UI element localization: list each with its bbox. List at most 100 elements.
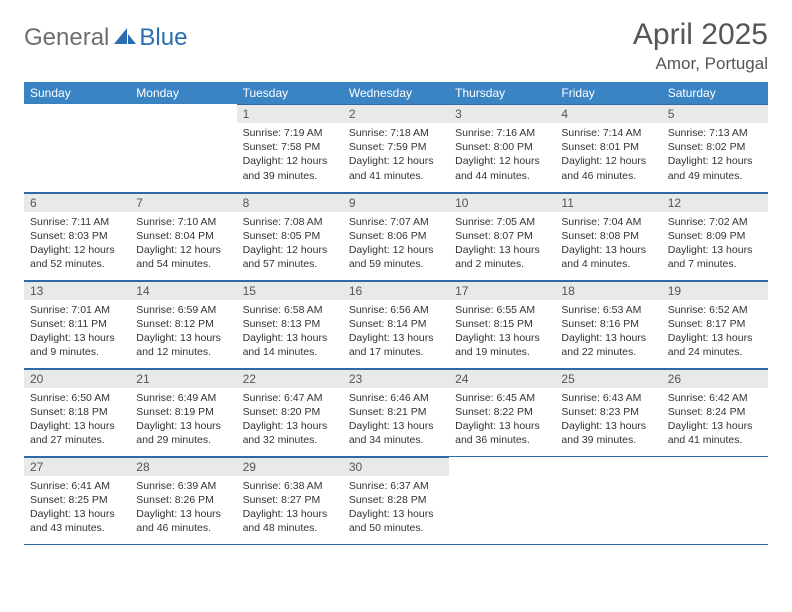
- calendar-cell: 19Sunrise: 6:52 AMSunset: 8:17 PMDayligh…: [662, 280, 768, 368]
- daylight-line: Daylight: 13 hours and 9 minutes.: [30, 331, 124, 359]
- calendar-header: SundayMondayTuesdayWednesdayThursdayFrid…: [24, 82, 768, 104]
- sunrise-line: Sunrise: 7:05 AM: [455, 215, 549, 229]
- daylight-line: Daylight: 13 hours and 41 minutes.: [668, 419, 762, 447]
- sunset-line: Sunset: 8:23 PM: [561, 405, 655, 419]
- daylight-line: Daylight: 12 hours and 52 minutes.: [30, 243, 124, 271]
- day-content: Sunrise: 6:41 AMSunset: 8:25 PMDaylight:…: [24, 476, 130, 540]
- calendar-cell: 23Sunrise: 6:46 AMSunset: 8:21 PMDayligh…: [343, 368, 449, 456]
- sunrise-line: Sunrise: 6:59 AM: [136, 303, 230, 317]
- sunset-line: Sunset: 8:12 PM: [136, 317, 230, 331]
- sunrise-line: Sunrise: 7:19 AM: [243, 126, 337, 140]
- daylight-line: Daylight: 12 hours and 44 minutes.: [455, 154, 549, 182]
- daylight-line: Daylight: 12 hours and 54 minutes.: [136, 243, 230, 271]
- sunset-line: Sunset: 8:21 PM: [349, 405, 443, 419]
- daylight-line: Daylight: 13 hours and 2 minutes.: [455, 243, 549, 271]
- sunset-line: Sunset: 7:59 PM: [349, 140, 443, 154]
- sunrise-line: Sunrise: 6:50 AM: [30, 391, 124, 405]
- sunrise-line: Sunrise: 7:07 AM: [349, 215, 443, 229]
- day-number: 30: [343, 457, 449, 476]
- day-content: Sunrise: 6:39 AMSunset: 8:26 PMDaylight:…: [130, 476, 236, 540]
- sunset-line: Sunset: 8:09 PM: [668, 229, 762, 243]
- day-header: Saturday: [662, 82, 768, 104]
- sunset-line: Sunset: 8:03 PM: [30, 229, 124, 243]
- logo: General Blue: [24, 24, 187, 52]
- day-number: 1: [237, 104, 343, 123]
- sunset-line: Sunset: 8:15 PM: [455, 317, 549, 331]
- day-number: 5: [662, 104, 768, 123]
- daylight-line: Daylight: 12 hours and 39 minutes.: [243, 154, 337, 182]
- day-number: 3: [449, 104, 555, 123]
- calendar-cell: [449, 456, 555, 544]
- calendar-cell: 9Sunrise: 7:07 AMSunset: 8:06 PMDaylight…: [343, 192, 449, 280]
- day-number: 8: [237, 193, 343, 212]
- daylight-line: Daylight: 13 hours and 12 minutes.: [136, 331, 230, 359]
- sunset-line: Sunset: 8:20 PM: [243, 405, 337, 419]
- daylight-line: Daylight: 13 hours and 7 minutes.: [668, 243, 762, 271]
- daylight-line: Daylight: 13 hours and 50 minutes.: [349, 507, 443, 535]
- sunset-line: Sunset: 8:28 PM: [349, 493, 443, 507]
- day-number: 6: [24, 193, 130, 212]
- calendar-cell: [662, 456, 768, 544]
- calendar-table: SundayMondayTuesdayWednesdayThursdayFrid…: [24, 82, 768, 545]
- daylight-line: Daylight: 13 hours and 34 minutes.: [349, 419, 443, 447]
- calendar-cell: [555, 456, 661, 544]
- day-content: Sunrise: 7:07 AMSunset: 8:06 PMDaylight:…: [343, 212, 449, 276]
- sunrise-line: Sunrise: 7:11 AM: [30, 215, 124, 229]
- day-content: Sunrise: 6:55 AMSunset: 8:15 PMDaylight:…: [449, 300, 555, 364]
- calendar-cell: 11Sunrise: 7:04 AMSunset: 8:08 PMDayligh…: [555, 192, 661, 280]
- day-content: Sunrise: 7:08 AMSunset: 8:05 PMDaylight:…: [237, 212, 343, 276]
- day-content: Sunrise: 6:46 AMSunset: 8:21 PMDaylight:…: [343, 388, 449, 452]
- sunrise-line: Sunrise: 6:58 AM: [243, 303, 337, 317]
- daylight-line: Daylight: 12 hours and 41 minutes.: [349, 154, 443, 182]
- day-content: Sunrise: 6:38 AMSunset: 8:27 PMDaylight:…: [237, 476, 343, 540]
- day-number: 24: [449, 369, 555, 388]
- calendar-cell: 24Sunrise: 6:45 AMSunset: 8:22 PMDayligh…: [449, 368, 555, 456]
- day-content: Sunrise: 7:14 AMSunset: 8:01 PMDaylight:…: [555, 123, 661, 187]
- sunrise-line: Sunrise: 6:52 AM: [668, 303, 762, 317]
- calendar-cell: 8Sunrise: 7:08 AMSunset: 8:05 PMDaylight…: [237, 192, 343, 280]
- day-content: Sunrise: 7:02 AMSunset: 8:09 PMDaylight:…: [662, 212, 768, 276]
- day-content: Sunrise: 7:18 AMSunset: 7:59 PMDaylight:…: [343, 123, 449, 187]
- calendar-cell: 21Sunrise: 6:49 AMSunset: 8:19 PMDayligh…: [130, 368, 236, 456]
- calendar-cell: 30 Sunrise: 6:37 AMSunset: 8:28 PMDayligh…: [343, 456, 449, 544]
- sunset-line: Sunset: 8:11 PM: [30, 317, 124, 331]
- sunset-line: Sunset: 7:58 PM: [243, 140, 337, 154]
- day-number: 2: [343, 104, 449, 123]
- day-number: 14: [130, 281, 236, 300]
- daylight-line: Daylight: 12 hours and 49 minutes.: [668, 154, 762, 182]
- sunrise-line: Sunrise: 7:13 AM: [668, 126, 762, 140]
- calendar-cell: 28Sunrise: 6:39 AMSunset: 8:26 PMDayligh…: [130, 456, 236, 544]
- day-number: 20: [24, 369, 130, 388]
- day-content: Sunrise: 6:56 AMSunset: 8:14 PMDaylight:…: [343, 300, 449, 364]
- calendar-cell: 16Sunrise: 6:56 AMSunset: 8:14 PMDayligh…: [343, 280, 449, 368]
- day-number: 10: [449, 193, 555, 212]
- sunset-line: Sunset: 8:08 PM: [561, 229, 655, 243]
- calendar-cell: 29Sunrise: 6:38 AMSunset: 8:27 PMDayligh…: [237, 456, 343, 544]
- title-block: April 2025 Amor, Portugal: [633, 18, 768, 74]
- day-number: 13: [24, 281, 130, 300]
- calendar-cell: 25Sunrise: 6:43 AMSunset: 8:23 PMDayligh…: [555, 368, 661, 456]
- sunset-line: Sunset: 8:19 PM: [136, 405, 230, 419]
- day-number: 17: [449, 281, 555, 300]
- day-content: Sunrise: 7:05 AMSunset: 8:07 PMDaylight:…: [449, 212, 555, 276]
- calendar-cell: 4Sunrise: 7:14 AMSunset: 8:01 PMDaylight…: [555, 104, 661, 192]
- calendar-cell: 7Sunrise: 7:10 AMSunset: 8:04 PMDaylight…: [130, 192, 236, 280]
- day-content: Sunrise: 7:13 AMSunset: 8:02 PMDaylight:…: [662, 123, 768, 187]
- sunset-line: Sunset: 8:22 PM: [455, 405, 549, 419]
- daylight-line: Daylight: 12 hours and 59 minutes.: [349, 243, 443, 271]
- day-content: Sunrise: 6:53 AMSunset: 8:16 PMDaylight:…: [555, 300, 661, 364]
- daylight-line: Daylight: 13 hours and 4 minutes.: [561, 243, 655, 271]
- sunrise-line: Sunrise: 7:16 AM: [455, 126, 549, 140]
- day-header: Sunday: [24, 82, 130, 104]
- daylight-line: Daylight: 13 hours and 46 minutes.: [136, 507, 230, 535]
- day-header: Monday: [130, 82, 236, 104]
- daylight-line: Daylight: 13 hours and 29 minutes.: [136, 419, 230, 447]
- day-number: 28: [130, 457, 236, 476]
- day-number: 9: [343, 193, 449, 212]
- sunset-line: Sunset: 8:02 PM: [668, 140, 762, 154]
- day-number: 4: [555, 104, 661, 123]
- sunset-line: Sunset: 8:04 PM: [136, 229, 230, 243]
- sunrise-line: Sunrise: 6:37 AM: [349, 479, 443, 493]
- day-number: 23: [343, 369, 449, 388]
- calendar-cell: [24, 104, 130, 192]
